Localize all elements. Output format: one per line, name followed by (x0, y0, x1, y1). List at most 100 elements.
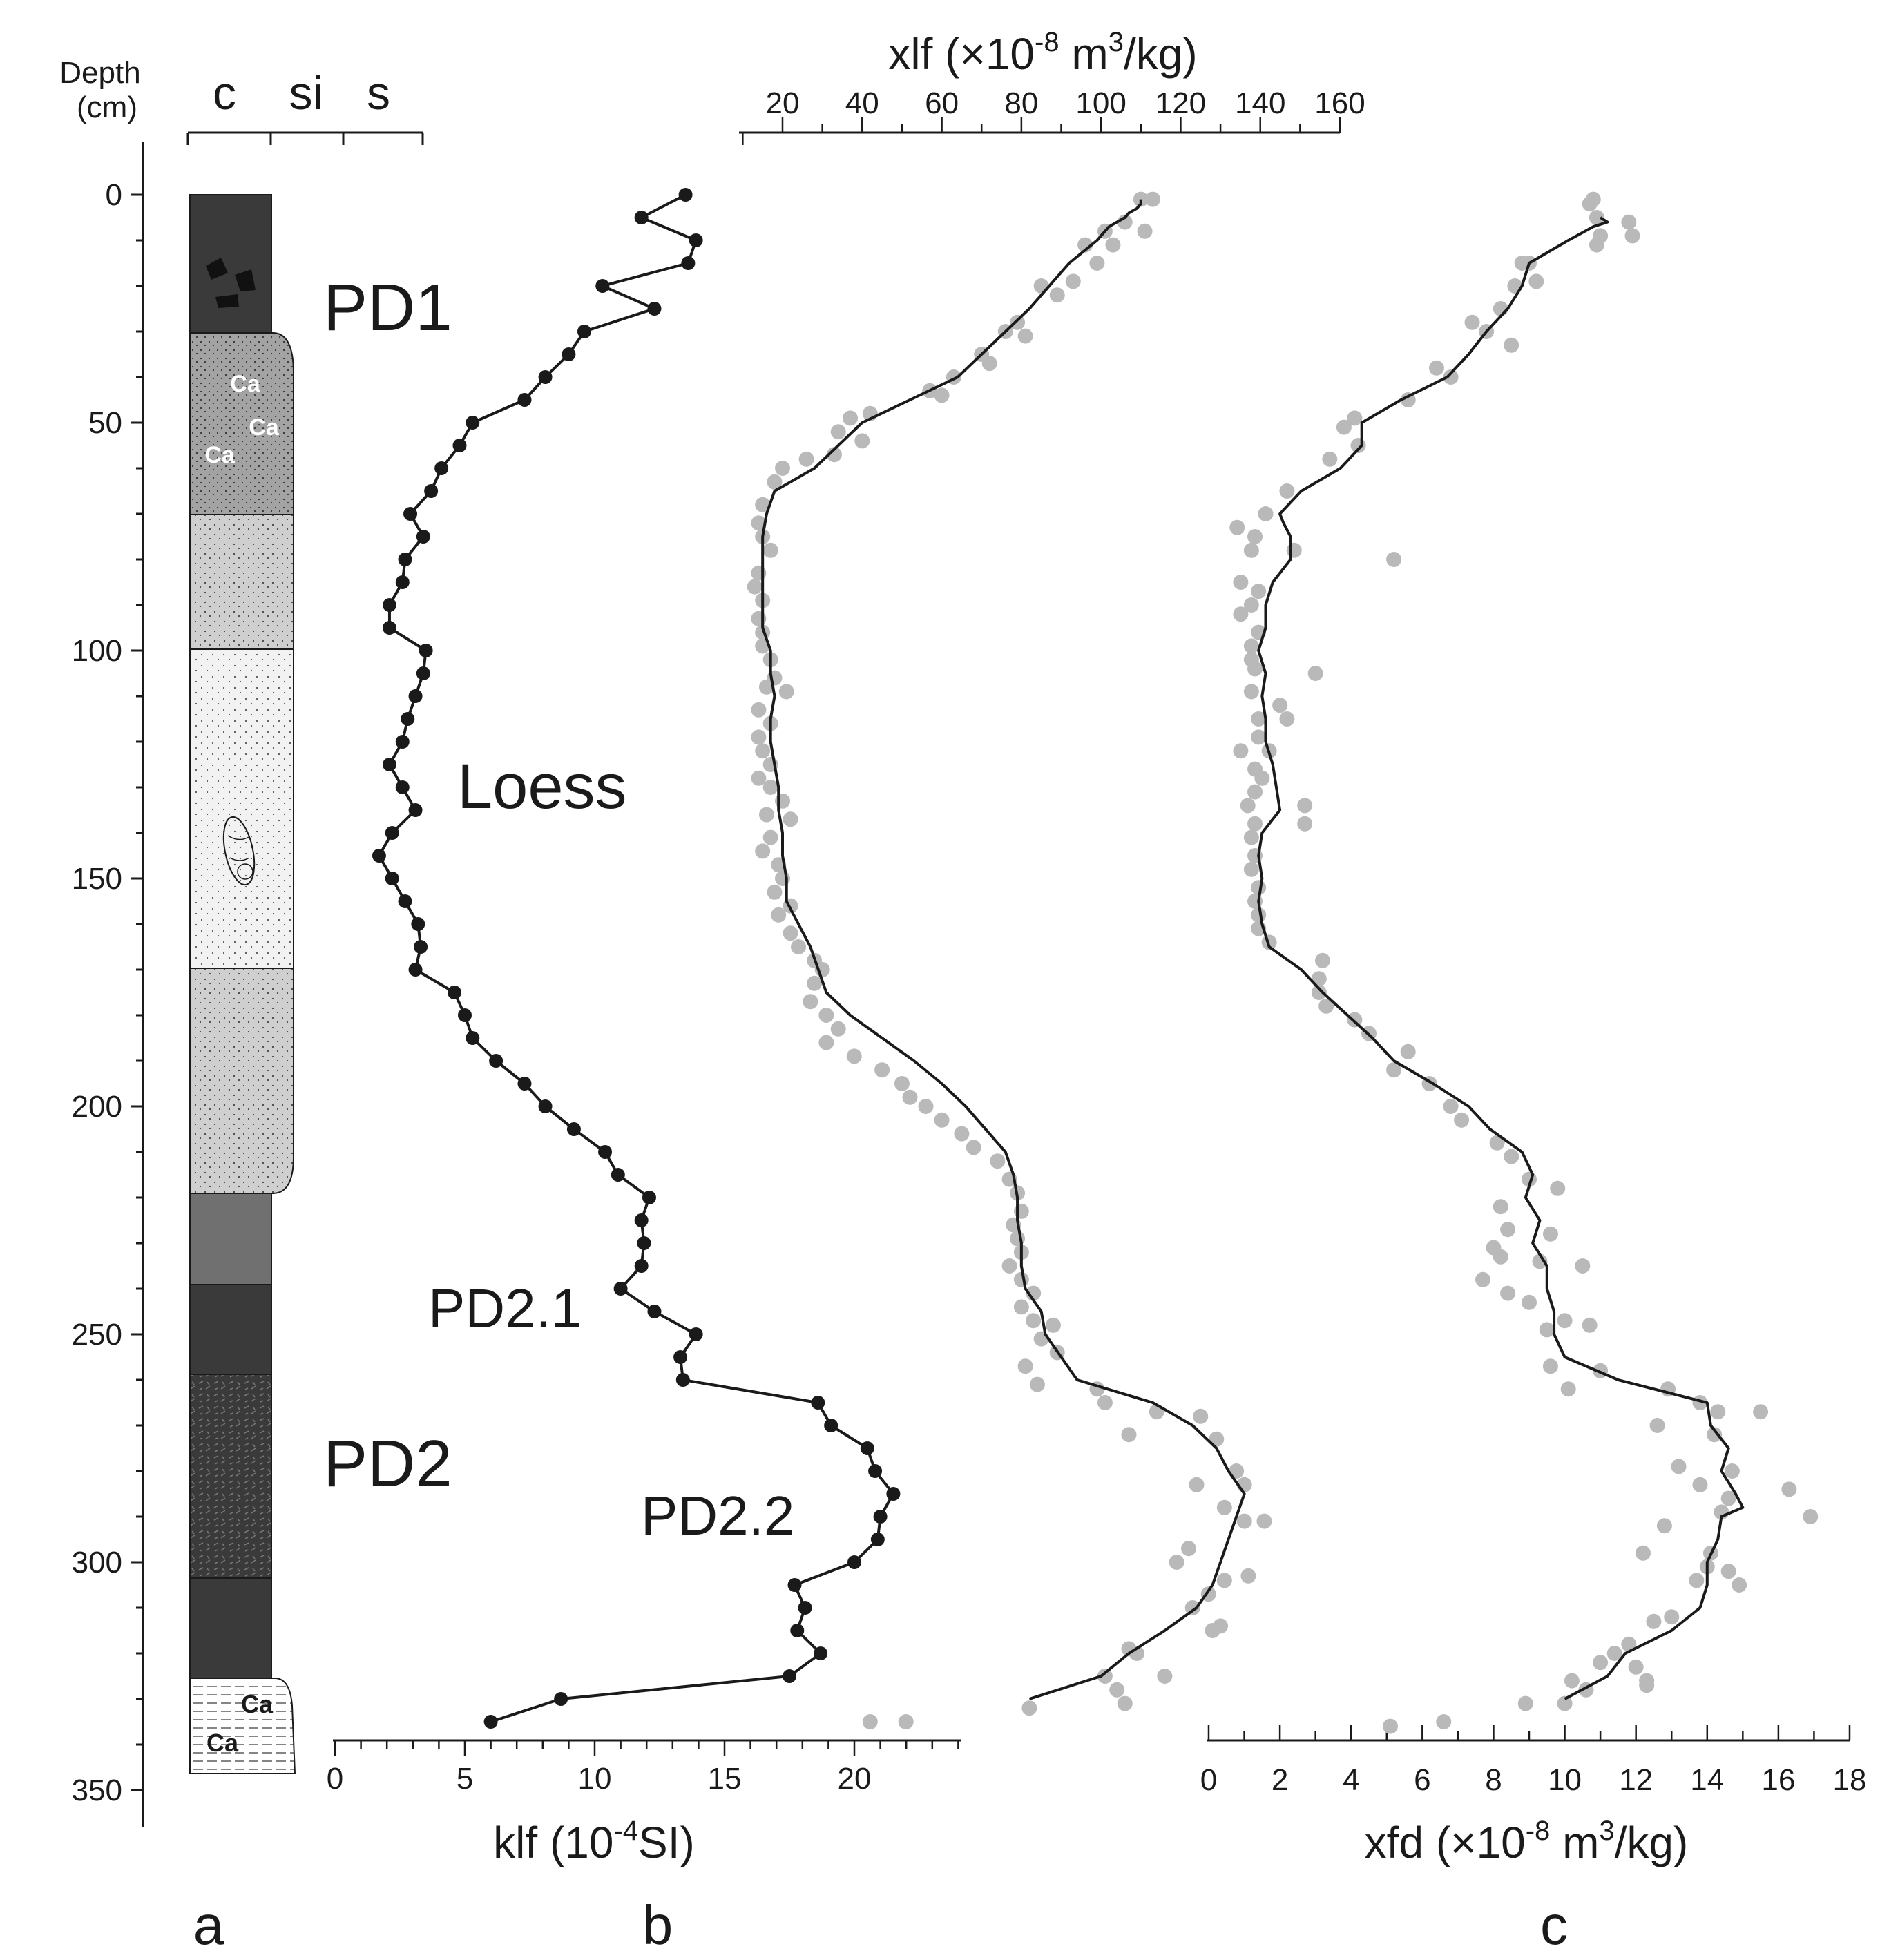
panel-label-c: c (1540, 1894, 1568, 1956)
klf-point (814, 1646, 828, 1660)
klf-point (634, 1213, 649, 1227)
klf-point (783, 1669, 796, 1683)
xfd-point (1542, 1358, 1558, 1374)
xfd-point (1560, 1381, 1576, 1397)
xlf-point (854, 433, 870, 449)
xlf-point (918, 1099, 934, 1114)
xfd-point (1532, 1253, 1548, 1269)
xlf-point (1033, 278, 1049, 294)
xlf-point (1017, 1358, 1033, 1374)
xlf-point (747, 579, 762, 595)
unit-label-pd1: PD1 (323, 271, 452, 345)
klf-point (634, 211, 649, 224)
xlf-point (758, 807, 774, 823)
xfd-point (1247, 816, 1263, 832)
xfd-point (1251, 729, 1267, 745)
xfd-point (1564, 1673, 1580, 1689)
xlf-axis-ticks: 20 40 60 80 100 120 140 160 (742, 86, 1365, 145)
xlf-point (830, 1021, 846, 1037)
xlf-point (755, 743, 771, 759)
xlf-point (1001, 1258, 1017, 1274)
axis-tick-label: 0 (1200, 1763, 1217, 1797)
xfd-point (1243, 684, 1259, 700)
klf-series (372, 188, 901, 1729)
unit-calcic-horizon (189, 332, 294, 515)
klf-point (673, 1350, 688, 1364)
klf-point (401, 712, 415, 726)
xlf-point (783, 925, 798, 941)
xfd-point (1251, 711, 1267, 727)
klf-point (577, 325, 591, 338)
axis-tick-label: 14 (1690, 1763, 1724, 1797)
snail-shell-icon (222, 816, 256, 886)
xfd-point (1656, 1518, 1672, 1534)
xfd-line (1257, 216, 1745, 1700)
xlf-point (798, 451, 814, 467)
grain-label-clay: c (213, 67, 236, 119)
xlf-point (842, 410, 858, 426)
klf-point (408, 963, 423, 977)
klf-point (395, 780, 410, 794)
xfd-point (1436, 1714, 1452, 1729)
klf-point (538, 370, 553, 384)
xlf-point (1026, 1313, 1042, 1329)
xfd-point (1500, 1285, 1516, 1301)
klf-point (678, 188, 693, 202)
depth-tick-label: 0 (106, 178, 122, 212)
xlf-point (1157, 1669, 1173, 1684)
klf-point (411, 917, 425, 931)
klf-point (675, 1373, 690, 1387)
klf-point (689, 1327, 703, 1341)
xfd-axis-title: xfd (×10-8 m3/kg) (1365, 1816, 1689, 1867)
xlf-point (771, 907, 787, 923)
klf-point (689, 233, 703, 247)
klf-point (886, 1487, 901, 1501)
xlf-point (1216, 1573, 1232, 1588)
xfd-point (1311, 985, 1327, 1000)
xlf-point (751, 770, 767, 786)
klf-point (870, 1533, 885, 1546)
klf-point (873, 1510, 888, 1524)
xlf-point (990, 1153, 1006, 1169)
ca-label: Ca (249, 414, 280, 441)
xfd-point (1671, 1459, 1687, 1474)
axis-tick-label: 4 (1343, 1763, 1359, 1797)
ca-label: Ca (241, 1690, 274, 1718)
axis-tick-label: 40 (845, 86, 879, 120)
xlf-point (755, 843, 771, 859)
xfd-point (1710, 1404, 1726, 1420)
xfd-point (1475, 1271, 1490, 1287)
xfd-point (1720, 1490, 1736, 1506)
xlf-point (1089, 256, 1105, 271)
xfd-point (1720, 1564, 1736, 1579)
xlf-axis-title-sup: -8 (1035, 27, 1059, 57)
axis-tick-label: 160 (1314, 86, 1365, 120)
xfd-point (1247, 529, 1263, 544)
xlf-point (1180, 1541, 1196, 1557)
klf-point (787, 1578, 802, 1592)
xlf-point (783, 811, 798, 827)
klf-point (398, 553, 412, 566)
ca-label: Ca (230, 371, 261, 397)
klf-point (554, 1692, 568, 1706)
rock-fragments-icon (206, 258, 256, 308)
axis-tick-label: 2 (1272, 1763, 1288, 1797)
xfd-point (1279, 483, 1295, 499)
xfd-point (1318, 998, 1334, 1014)
xfd-point (1286, 542, 1302, 558)
grain-label-sand: s (367, 67, 390, 119)
xlf-axis-title-mid: m (1059, 29, 1109, 79)
xfd-point (1443, 1099, 1459, 1114)
xfd-point (1621, 1636, 1637, 1652)
xfd-point (1243, 861, 1259, 877)
xlf-point (778, 684, 794, 700)
klf-point (681, 256, 696, 270)
depth-tick-label: 100 (72, 634, 122, 668)
klf-axis-title-tail: SI) (638, 1818, 695, 1867)
xlf-point (1010, 314, 1026, 330)
xfd-point (1347, 410, 1363, 426)
axis-tick-label: 12 (1619, 1763, 1653, 1797)
axis-tick-label: 6 (1414, 1763, 1430, 1797)
klf-point (403, 507, 418, 521)
